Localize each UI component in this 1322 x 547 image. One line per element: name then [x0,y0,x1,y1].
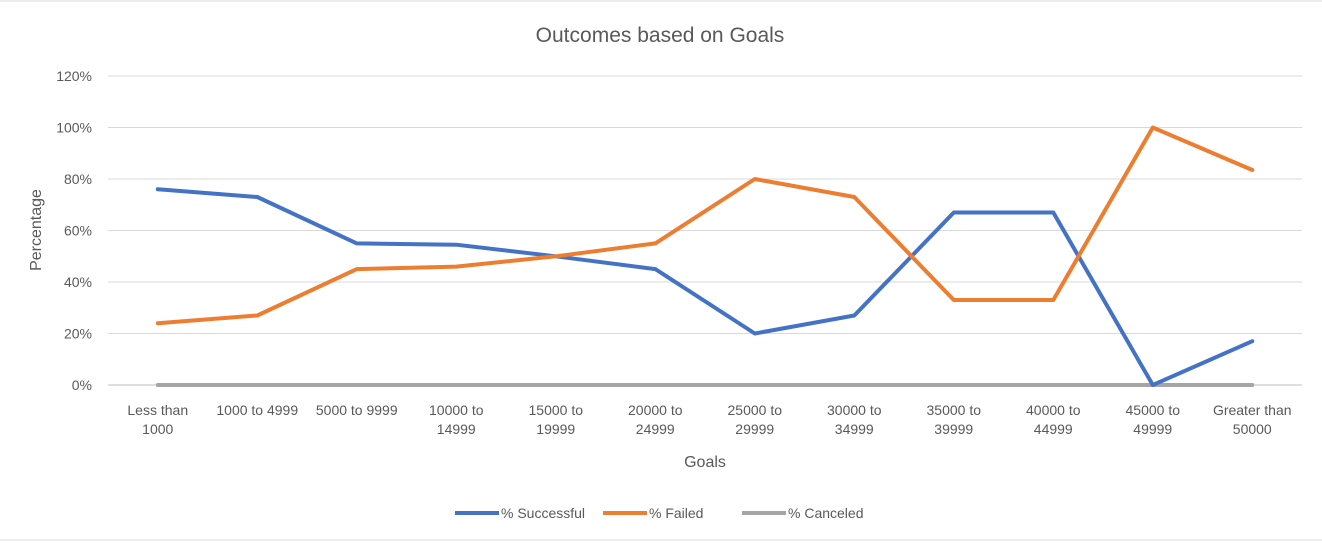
legend-label: % Failed [649,505,703,521]
x-tick-label: 50000 [1233,421,1272,437]
y-axis-tick-labels: 0% 20% 40% 60% 80% 100% 120% [56,68,92,393]
x-tick-label: 45000 to [1126,402,1181,418]
legend: % Successful % Failed % Canceled [455,505,864,521]
x-tick-label: 19999 [536,421,575,437]
series-lines [155,125,1255,387]
x-tick-label: 25000 to [728,402,783,418]
y-tick-label: 0% [72,377,92,393]
x-tick-label: 29999 [735,421,774,437]
series-line-failed [155,125,1255,326]
x-tick-label: 20000 to [628,402,683,418]
y-tick-label: 80% [64,171,92,187]
series-line-successful [155,187,1255,387]
legend-label: % Canceled [788,505,864,521]
x-tick-label: 15000 to [529,402,584,418]
x-tick-label: 1000 to 4999 [216,402,298,418]
x-tick-label: Less than [127,402,188,418]
y-tick-label: 60% [64,223,92,239]
x-tick-label: 24999 [636,421,675,437]
legend-label: % Successful [501,505,585,521]
x-tick-label: 1000 [142,421,173,437]
x-tick-label: 44999 [1034,421,1073,437]
x-tick-label: 30000 to [827,402,882,418]
x-tick-label: 49999 [1133,421,1172,437]
x-tick-label: 35000 to [927,402,982,418]
y-tick-label: 40% [64,274,92,290]
x-tick-label: Greater than [1213,402,1292,418]
x-tick-label: 40000 to [1026,402,1081,418]
x-tick-label: 34999 [835,421,874,437]
y-axis-label: Percentage [28,189,45,271]
x-tick-label: 39999 [934,421,973,437]
chart-title: Outcomes based on Goals [536,24,785,47]
y-tick-label: 100% [56,120,92,136]
y-tick-label: 20% [64,326,92,342]
x-axis-tick-labels: Less than 1000 1000 to 4999 5000 to 9999 100… [127,402,1291,437]
y-tick-label: 120% [56,68,92,84]
x-tick-label: 14999 [437,421,476,437]
gridlines [108,75,1302,386]
x-axis-label: Goals [684,454,726,471]
x-tick-label: 5000 to 9999 [316,402,398,418]
x-tick-label: 10000 to [429,402,484,418]
